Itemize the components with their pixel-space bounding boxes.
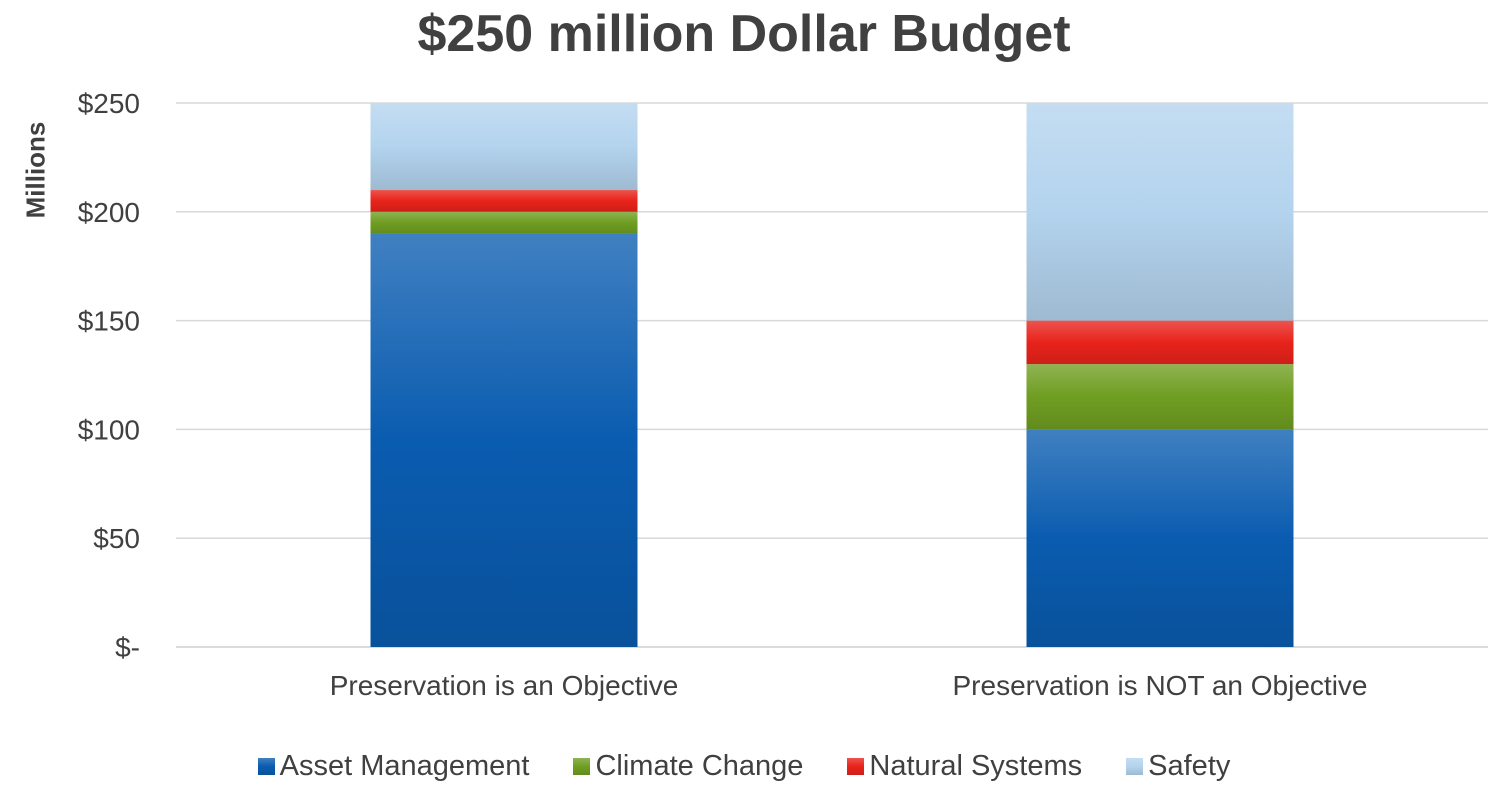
legend-swatch bbox=[847, 758, 865, 775]
y-tick-label: $250 bbox=[78, 88, 140, 119]
y-tick-label: $150 bbox=[78, 306, 140, 337]
legend: Asset Management Climate Change Natural Sy… bbox=[0, 750, 1488, 783]
legend-swatch bbox=[257, 758, 275, 775]
legend-label: Safety bbox=[1148, 750, 1231, 782]
legend-swatch bbox=[573, 758, 591, 775]
bar-segment-asset-management bbox=[1026, 429, 1294, 647]
legend-label: Natural Systems bbox=[869, 750, 1083, 782]
bar-segment-natural-systems bbox=[1026, 320, 1294, 365]
legend-item: Asset Management bbox=[257, 750, 530, 783]
x-tick-label: Preservation is an Objective bbox=[330, 670, 679, 701]
y-tick-label: $- bbox=[115, 632, 140, 663]
bar-segment-safety bbox=[1026, 103, 1294, 321]
bar-segment-natural-systems bbox=[370, 190, 638, 212]
y-tick-label: $200 bbox=[78, 197, 140, 228]
bar-segment-safety bbox=[370, 103, 638, 191]
tick-labels: $- $50 $100 $150 $200 $250 Preservation is an … bbox=[78, 88, 1368, 701]
bar-segment-climate-change bbox=[370, 211, 638, 234]
legend-item: Natural Systems bbox=[847, 750, 1082, 783]
bar-segment-climate-change bbox=[1026, 364, 1294, 430]
legend-label: Climate Change bbox=[595, 750, 804, 782]
x-tick-label: Preservation is NOT an Objective bbox=[953, 670, 1368, 701]
legend-label: Asset Management bbox=[279, 750, 530, 782]
bars bbox=[370, 103, 1294, 647]
y-tick-label: $100 bbox=[78, 414, 140, 445]
chart-title: $250 million Dollar Budget bbox=[417, 5, 1071, 63]
bar-segment-asset-management bbox=[370, 233, 638, 647]
legend-swatch bbox=[1126, 758, 1144, 775]
legend-item: Climate Change bbox=[573, 750, 803, 783]
legend-item: Safety bbox=[1126, 750, 1230, 783]
y-tick-label: $50 bbox=[93, 523, 140, 554]
